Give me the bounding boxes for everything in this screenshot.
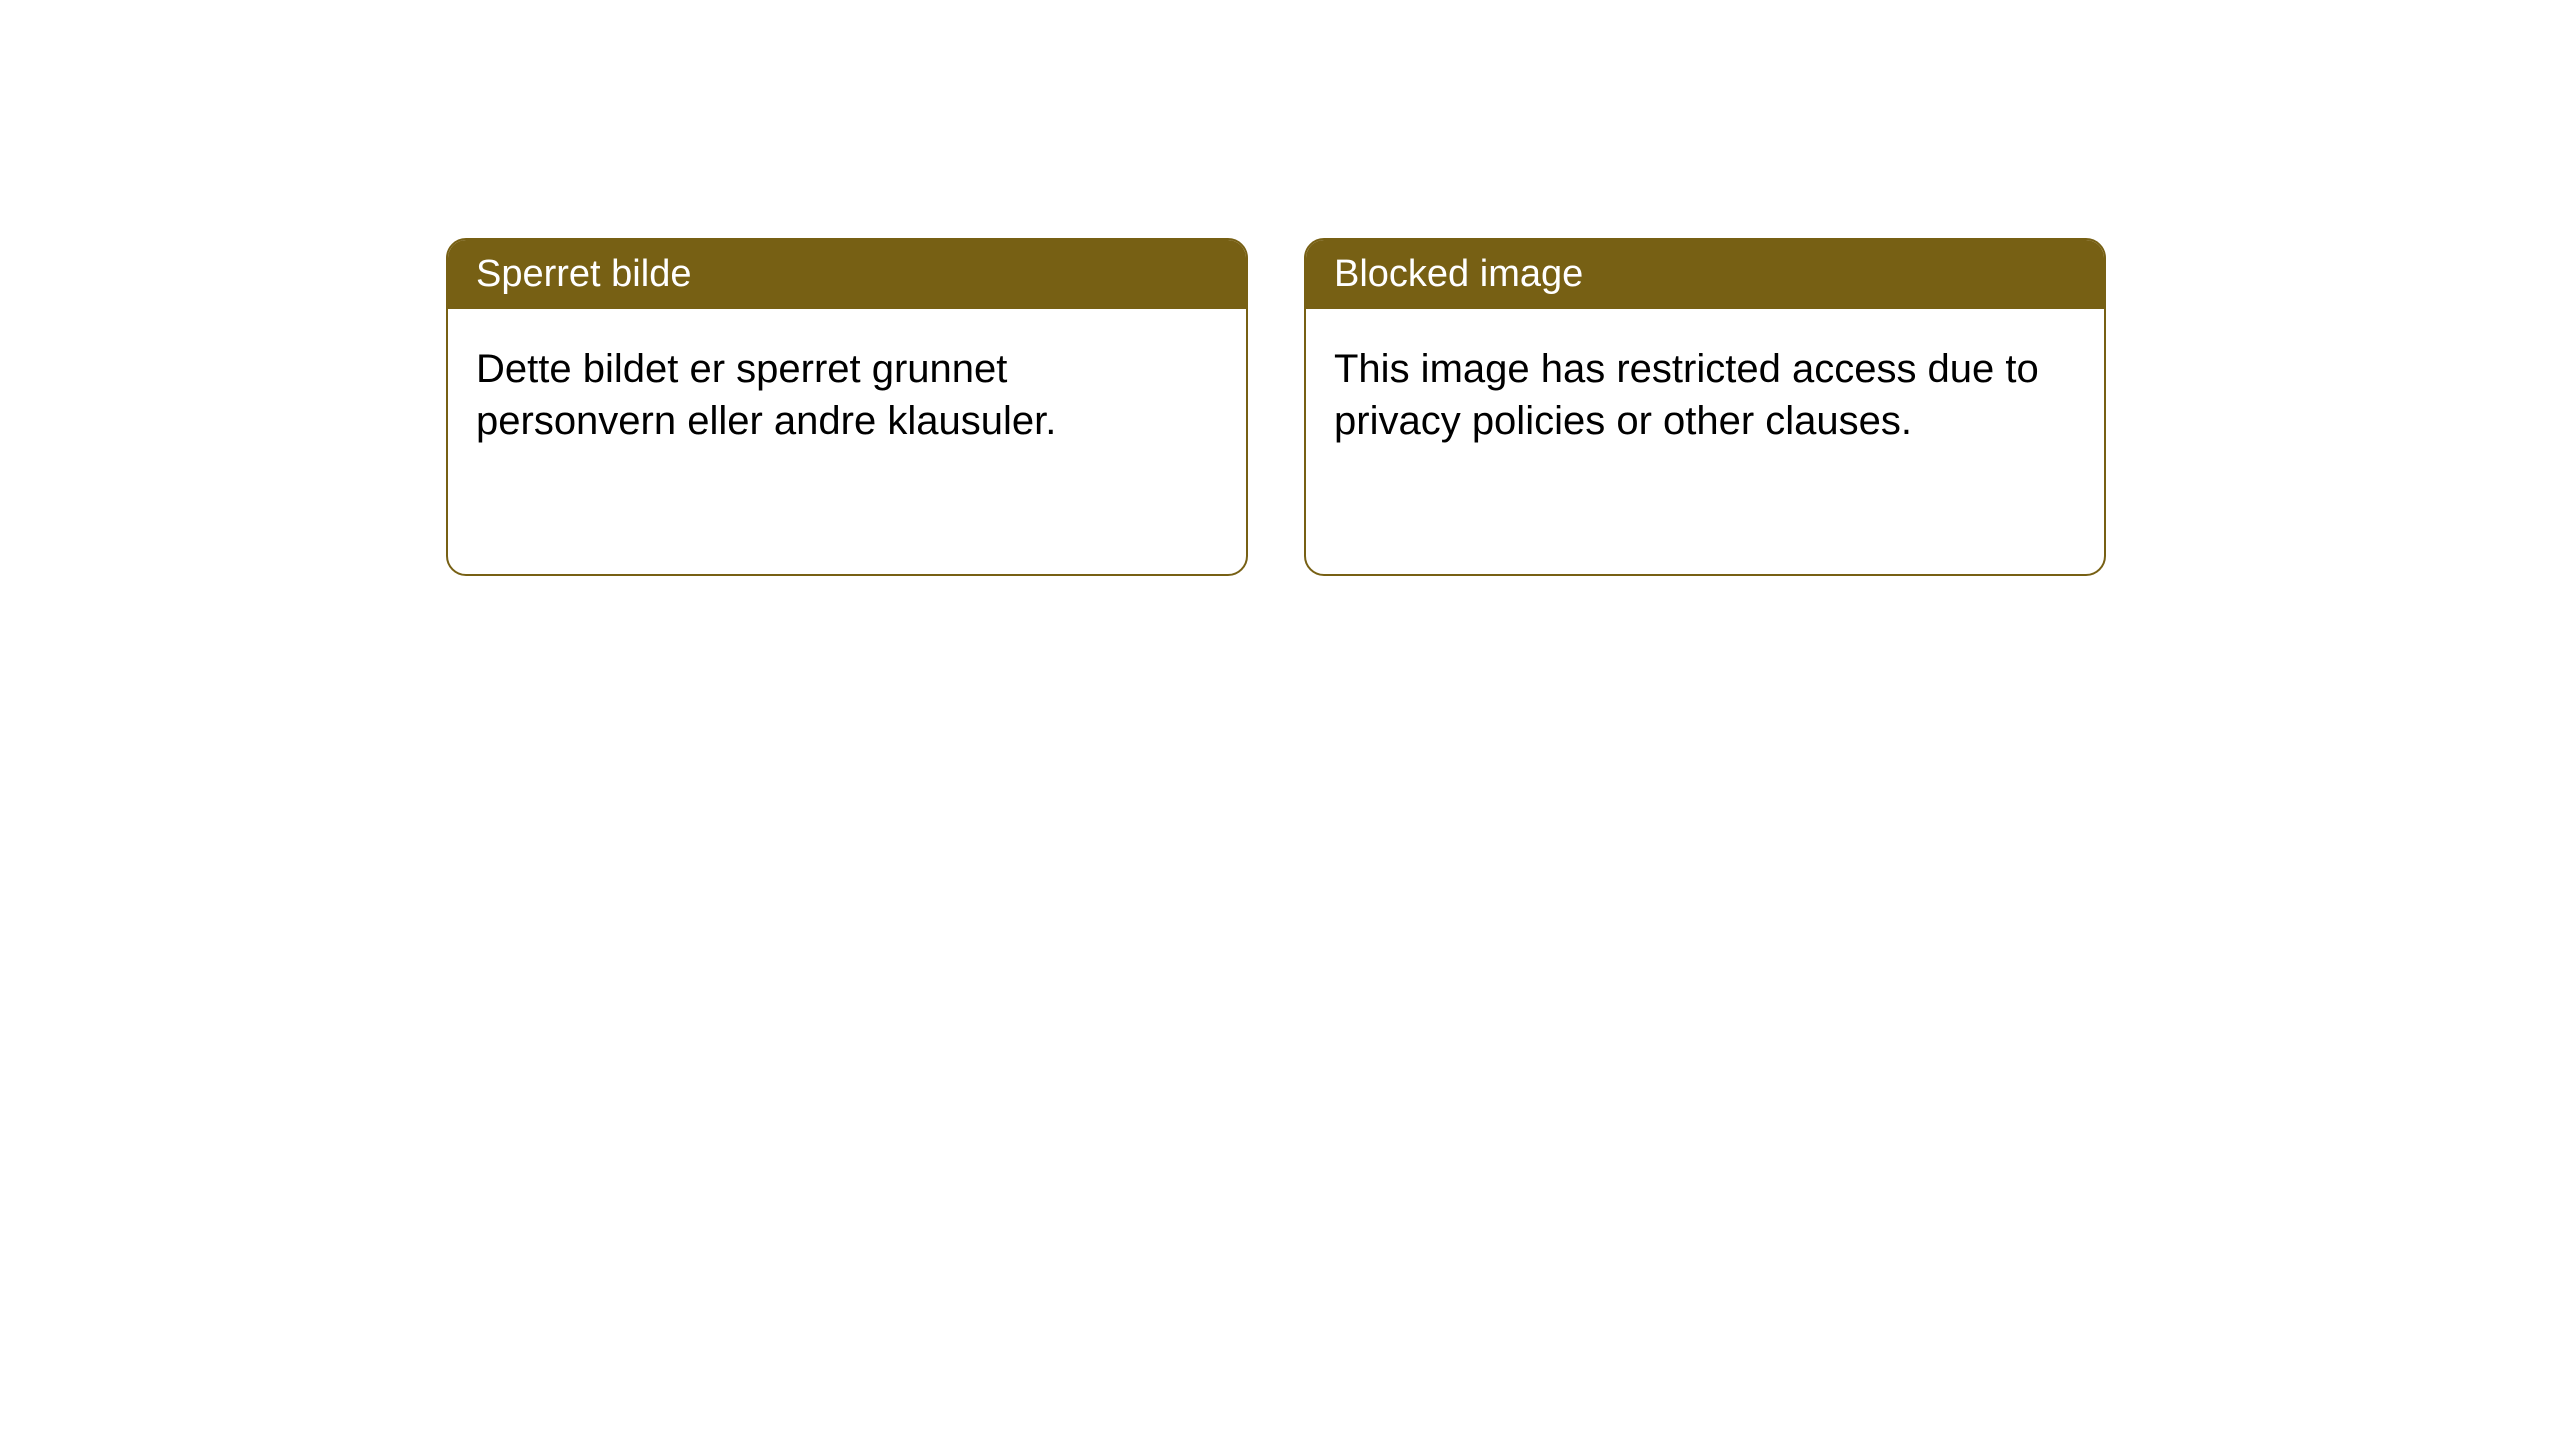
card-header: Blocked image (1306, 240, 2104, 309)
card-body-text: This image has restricted access due to … (1334, 347, 2039, 443)
notice-card-norwegian: Sperret bilde Dette bildet er sperret gr… (446, 238, 1248, 576)
card-body: This image has restricted access due to … (1306, 309, 2104, 481)
card-title: Blocked image (1334, 253, 1583, 295)
notice-cards-container: Sperret bilde Dette bildet er sperret gr… (446, 238, 2106, 576)
card-header: Sperret bilde (448, 240, 1246, 309)
card-body-text: Dette bildet er sperret grunnet personve… (476, 347, 1056, 443)
notice-card-english: Blocked image This image has restricted … (1304, 238, 2106, 576)
card-title: Sperret bilde (476, 253, 691, 295)
card-body: Dette bildet er sperret grunnet personve… (448, 309, 1246, 481)
